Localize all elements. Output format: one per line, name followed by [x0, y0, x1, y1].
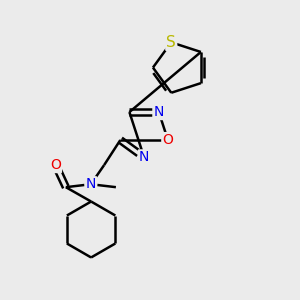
Text: N: N — [154, 105, 164, 119]
Text: O: O — [50, 158, 61, 172]
Text: S: S — [167, 35, 176, 50]
Text: N: N — [86, 177, 96, 191]
Text: N: N — [139, 150, 149, 164]
Text: O: O — [163, 133, 173, 147]
